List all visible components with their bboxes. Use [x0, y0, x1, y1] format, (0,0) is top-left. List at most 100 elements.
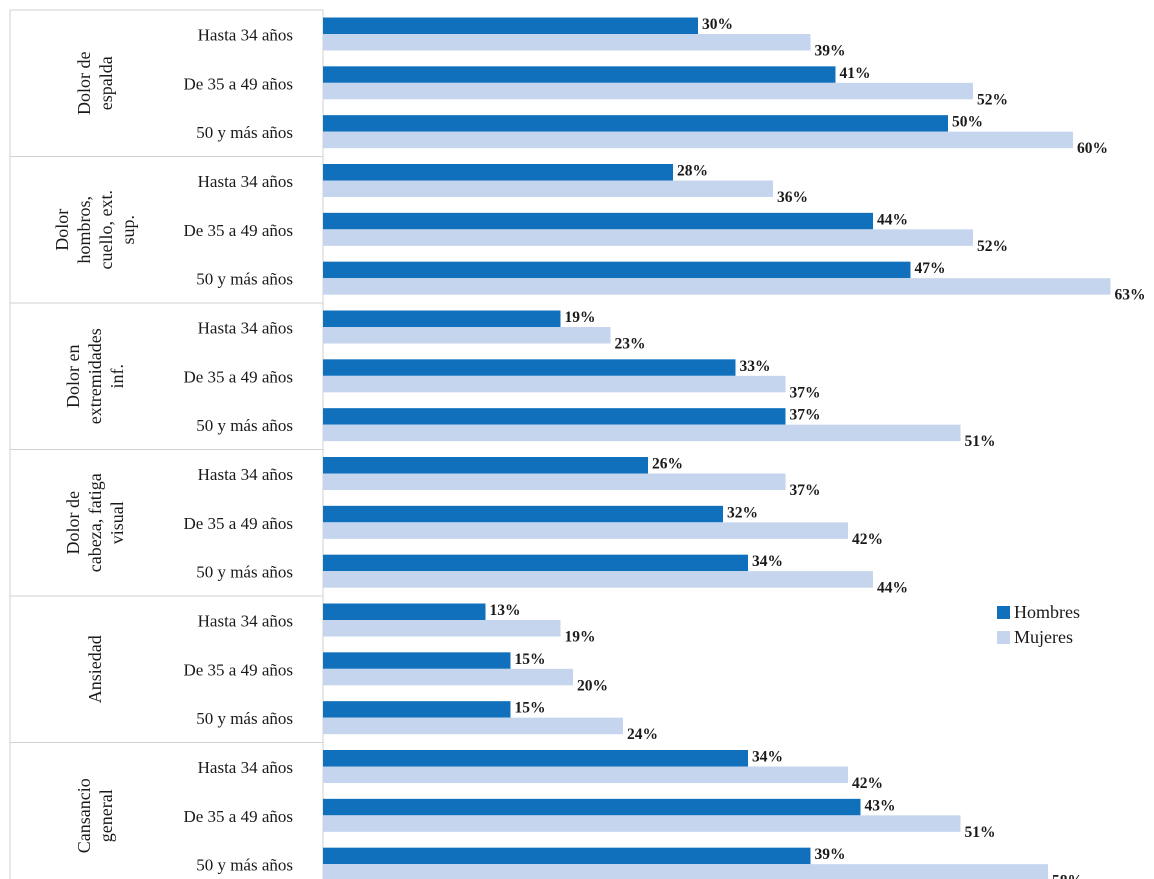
subcategory-label: De 35 a 49 años	[183, 660, 293, 679]
subcategory-label: Hasta 34 años	[198, 611, 293, 630]
group-label-line: Dolor	[52, 209, 72, 251]
data-label-mujeres: 63%	[1115, 287, 1146, 304]
bar-mujeres	[323, 864, 1048, 879]
bar-mujeres	[323, 424, 961, 442]
data-label-mujeres: 44%	[877, 580, 908, 597]
bars	[323, 17, 1111, 879]
data-label-hombres: 39%	[815, 846, 846, 863]
subcategory-label: De 35 a 49 años	[183, 74, 293, 93]
group-label-line: cabeza, fatiga	[85, 473, 105, 572]
legend: Hombres Mujeres	[997, 602, 1080, 647]
data-label-hombres: 41%	[840, 65, 871, 82]
data-label-mujeres: 39%	[815, 43, 846, 60]
bar-mujeres	[323, 766, 848, 783]
subcategory-label: 50 y más años	[196, 416, 293, 435]
bar-mujeres	[323, 375, 786, 393]
group-label-line: Dolor de	[63, 491, 83, 554]
bar-mujeres	[323, 229, 973, 246]
group-label-line: general	[96, 789, 116, 842]
bar-hombres	[323, 652, 511, 669]
bar-mujeres	[323, 34, 811, 51]
data-label-mujeres: 37%	[790, 384, 821, 401]
data-label-mujeres: 23%	[615, 336, 646, 353]
bar-hombres	[323, 554, 748, 572]
group-label-line: Cansancio	[74, 778, 94, 853]
group-label: Dolor de espalda	[74, 51, 116, 114]
data-label-mujeres: 51%	[965, 433, 996, 450]
legend-swatch	[997, 606, 1010, 619]
data-label-mujeres: 37%	[790, 482, 821, 499]
subcategory-label: Hasta 34 años	[198, 465, 293, 484]
data-label-hombres: 13%	[490, 602, 521, 619]
group-label-line: hombros,	[74, 196, 94, 264]
data-label-hombres: 47%	[915, 260, 946, 277]
group-label: Cansancio general	[74, 778, 116, 853]
subcategory-label: De 35 a 49 años	[183, 807, 293, 826]
data-label-hombres: 15%	[515, 700, 546, 717]
data-label-mujeres: 36%	[777, 189, 808, 206]
bar-mujeres	[323, 717, 623, 735]
subcategory-label: Hasta 34 años	[198, 172, 293, 191]
subcategory-label: De 35 a 49 años	[183, 514, 293, 533]
legend-label: Mujeres	[1014, 627, 1073, 647]
bar-hombres	[323, 359, 736, 376]
bar-mujeres	[323, 327, 611, 344]
subcategory-label: 50 y más años	[196, 709, 293, 728]
data-label-mujeres: 51%	[965, 824, 996, 841]
data-label-hombres: 30%	[702, 16, 733, 33]
axis-layer	[9, 9, 324, 879]
subcategory-label: 50 y más años	[196, 563, 293, 582]
group-label-line: extremidades	[85, 328, 105, 424]
group-label: Ansiedad	[85, 635, 105, 703]
data-label-mujeres: 58%	[1052, 873, 1083, 879]
data-label-mujeres: 19%	[565, 629, 596, 646]
data-label-mujeres: 52%	[977, 91, 1008, 108]
bar-mujeres	[323, 620, 561, 637]
bar-hombres	[323, 17, 698, 34]
bar-hombres	[323, 310, 561, 327]
bar-hombres	[323, 115, 948, 132]
legend-swatch	[997, 631, 1010, 644]
bar-hombres	[323, 66, 836, 83]
bar-hombres	[323, 847, 811, 865]
subcategory-label: Hasta 34 años	[198, 318, 293, 337]
bar-mujeres	[323, 571, 873, 588]
data-label-hombres: 26%	[652, 456, 683, 473]
subcategory-label: 50 y más años	[196, 856, 293, 875]
legend-label: Hombres	[1014, 602, 1080, 622]
data-label-hombres: 43%	[865, 797, 896, 814]
data-label-hombres: 15%	[515, 651, 546, 668]
data-label-hombres: 19%	[565, 309, 596, 326]
subcategory-label: De 35 a 49 años	[183, 367, 293, 386]
group-label-line: espalda	[96, 56, 116, 110]
bar-hombres	[323, 701, 511, 718]
bar-hombres	[323, 603, 486, 620]
data-label-hombres: 34%	[752, 749, 783, 766]
bar-mujeres	[323, 180, 773, 197]
bar-hombres	[323, 750, 748, 767]
data-label-mujeres: 42%	[852, 775, 883, 792]
group-label: Dolor en extremidades inf.	[63, 328, 127, 424]
subcategory-label: Hasta 34 años	[198, 25, 293, 44]
group-label-line: Dolor en	[63, 345, 83, 408]
data-label-hombres: 32%	[727, 504, 758, 521]
subcategory-label: Hasta 34 años	[198, 758, 293, 777]
data-label-hombres: 28%	[677, 163, 708, 180]
bar-hombres	[323, 261, 911, 279]
subcategory-label: 50 y más años	[196, 123, 293, 142]
data-label-hombres: 33%	[740, 358, 771, 375]
data-label-hombres: 50%	[952, 114, 983, 131]
data-label-hombres: 34%	[752, 553, 783, 570]
bar-mujeres	[323, 522, 848, 539]
value-labels: 30% 41% 50% 28% 44% 47% 19% 33% 37% 26% 32% 34% 13% 1…	[490, 16, 1146, 879]
bar-hombres	[323, 505, 723, 523]
data-label-mujeres: 52%	[977, 238, 1008, 255]
bar-hombres	[323, 212, 873, 230]
bar-mujeres	[323, 668, 573, 686]
bar-mujeres	[323, 82, 973, 100]
group-label: Dolor hombros, cuello, ext. sup.	[52, 190, 138, 269]
data-label-mujeres: 20%	[577, 677, 608, 694]
subcategory-label: De 35 a 49 años	[183, 221, 293, 240]
subcategory-label: 50 y más años	[196, 270, 293, 289]
